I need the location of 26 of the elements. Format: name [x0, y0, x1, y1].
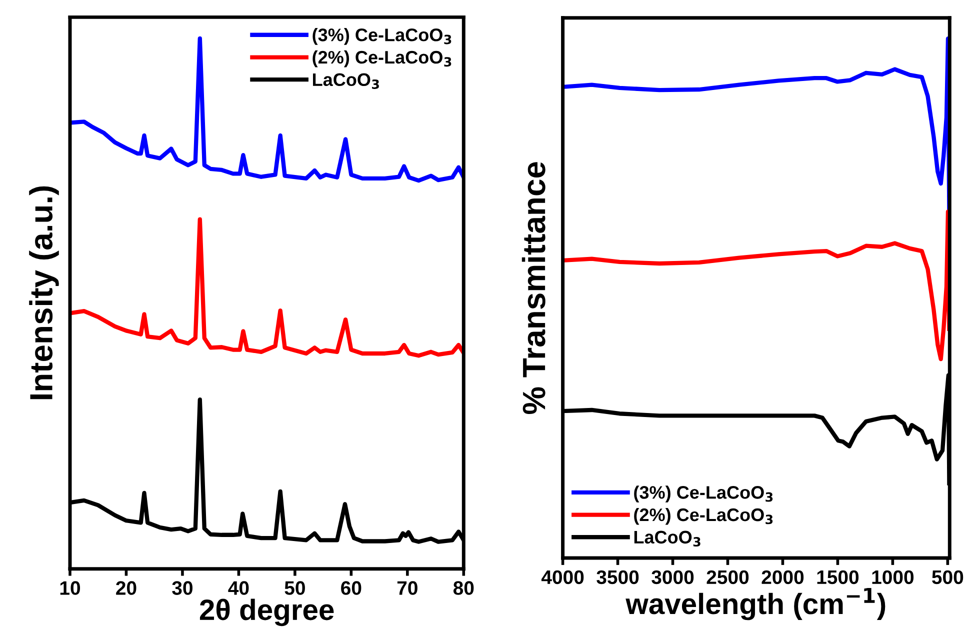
x-tick-label: 2000: [762, 570, 804, 584]
x-tick-label: 20: [116, 581, 136, 595]
x-axis-title: wavelength (cm$^{−1}$): [626, 588, 886, 620]
legend-label: LaCoO$_{3}$: [634, 530, 700, 547]
legend-label: (2%) Ce-LaCoO$_{3}$: [312, 50, 452, 68]
y-axis-title: % Transmittance: [522, 162, 546, 414]
x-tick-label: 3000: [652, 570, 694, 584]
legend-label: (3%) Ce-LaCoO$_{3}$: [312, 28, 452, 45]
x-tick-label: 70: [397, 581, 418, 595]
x-tick-label: 40: [228, 581, 249, 595]
x-tick-label: 500: [932, 570, 964, 584]
x-tick-label: 60: [341, 581, 362, 595]
legend-label: (3%) Ce-LaCoO$_{3}$: [634, 486, 773, 502]
x-tick-label: 4000: [541, 570, 584, 584]
legend-label: (2%) Ce-LaCoO$_{3}$: [634, 508, 773, 525]
y-axis-title: Intensity (a.u.): [29, 186, 59, 400]
x-tick-label: 80: [453, 581, 474, 595]
x-tick-label: 30: [172, 581, 192, 595]
x-tick-label: 3500: [596, 570, 639, 584]
x-tick-label: 2500: [706, 570, 749, 584]
x-tick-label: 50: [284, 581, 305, 595]
x-tick-label: 1500: [817, 570, 859, 584]
x-tick-label: 1000: [872, 570, 914, 584]
x-axis-title: 2θ degree: [200, 598, 334, 626]
legend-label: LaCoO$_{3}$: [313, 73, 379, 90]
x-tick-label: 10: [60, 581, 80, 595]
